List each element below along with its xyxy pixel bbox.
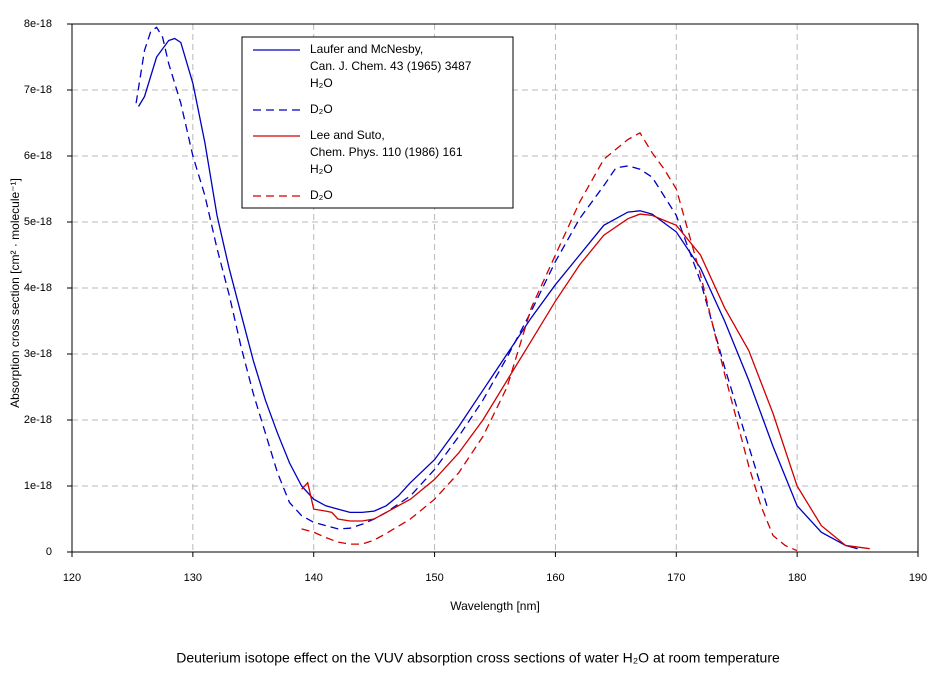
x-tick-label: 140 [305,572,323,584]
legend-label: H₂O [310,76,333,90]
legend-label: H₂O [310,162,333,176]
legend: Laufer and McNesby, Can. J. Chem. 43 (196… [241,36,514,209]
y-tick-label: 2e-18 [24,414,52,426]
y-tick-label: 5e-18 [24,216,52,228]
y-tick-label: 0 [46,546,52,558]
legend-label: Chem. Phys. 110 (1986) 161 [310,145,463,159]
caption: Deuterium isotope effect on the VUV abso… [176,650,780,666]
x-tick-label: 190 [909,572,927,584]
y-tick-label: 8e-18 [24,18,52,30]
y-axis-label: Absorption cross section [cm² · molecule… [8,178,22,408]
x-tick-label: 150 [425,572,443,584]
y-tick-label: 7e-18 [24,84,52,96]
x-axis-label: Wavelength [nm] [450,599,540,613]
legend-label: Lee and Suto, [310,128,385,142]
legend-label: Can. J. Chem. 43 (1965) 3487 [310,59,472,73]
plot-border [71,23,919,553]
x-tick-label: 160 [546,572,564,584]
data-line [135,26,768,530]
y-tick-label: 4e-18 [24,282,52,294]
legend-label: D₂O [310,102,333,116]
y-tick-label: 3e-18 [24,348,52,360]
data-line [137,37,858,550]
legend-label: Laufer and McNesby, [310,42,423,56]
data-line [301,132,798,552]
y-tick-label: 1e-18 [24,480,52,492]
legend-box [241,36,514,209]
x-tick-label: 130 [184,572,202,584]
x-tick-label: 170 [667,572,685,584]
x-tick-label: 120 [63,572,81,584]
x-tick-label: 180 [788,572,806,584]
legend-label: D₂O [310,188,333,202]
data-line [301,213,870,550]
y-tick-label: 6e-18 [24,150,52,162]
